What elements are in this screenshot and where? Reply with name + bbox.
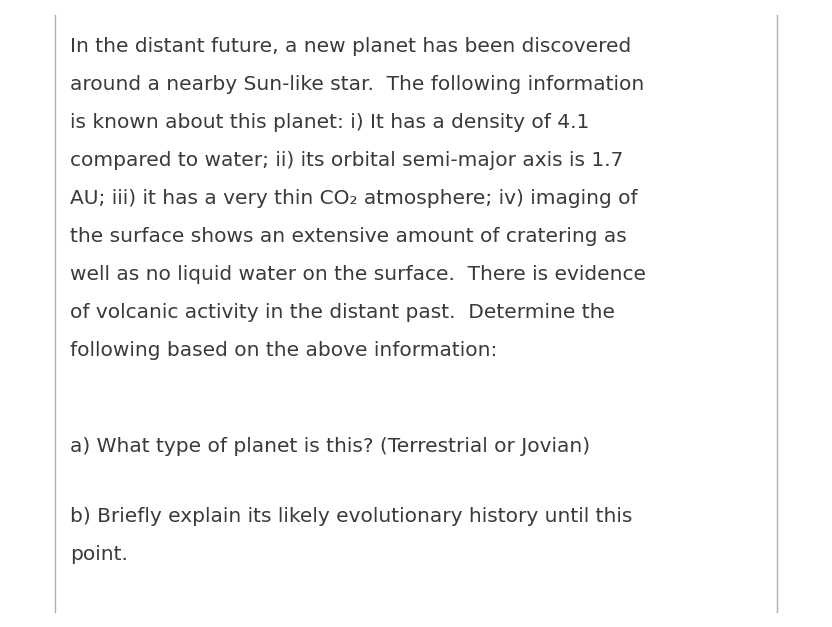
Text: compared to water; ii) its orbital semi-major axis is 1.7: compared to water; ii) its orbital semi-… — [70, 152, 623, 171]
Text: In the distant future, a new planet has been discovered: In the distant future, a new planet has … — [70, 38, 631, 56]
Text: around a nearby Sun-like star.  The following information: around a nearby Sun-like star. The follo… — [70, 75, 644, 95]
Text: AU; iii) it has a very thin CO₂ atmosphere; iv) imaging of: AU; iii) it has a very thin CO₂ atmosphe… — [70, 189, 637, 209]
Text: the surface shows an extensive amount of cratering as: the surface shows an extensive amount of… — [70, 228, 626, 246]
Text: is known about this planet: i) It has a density of 4.1: is known about this planet: i) It has a … — [70, 113, 589, 132]
Text: b) Briefly explain its likely evolutionary history until this: b) Briefly explain its likely evolutiona… — [70, 507, 632, 527]
Text: well as no liquid water on the surface.  There is evidence: well as no liquid water on the surface. … — [70, 265, 646, 285]
Text: of volcanic activity in the distant past.  Determine the: of volcanic activity in the distant past… — [70, 303, 615, 322]
Text: following based on the above information:: following based on the above information… — [70, 342, 498, 361]
Text: point.: point. — [70, 545, 128, 564]
Text: a) What type of planet is this? (Terrestrial or Jovian): a) What type of planet is this? (Terrest… — [70, 438, 590, 456]
